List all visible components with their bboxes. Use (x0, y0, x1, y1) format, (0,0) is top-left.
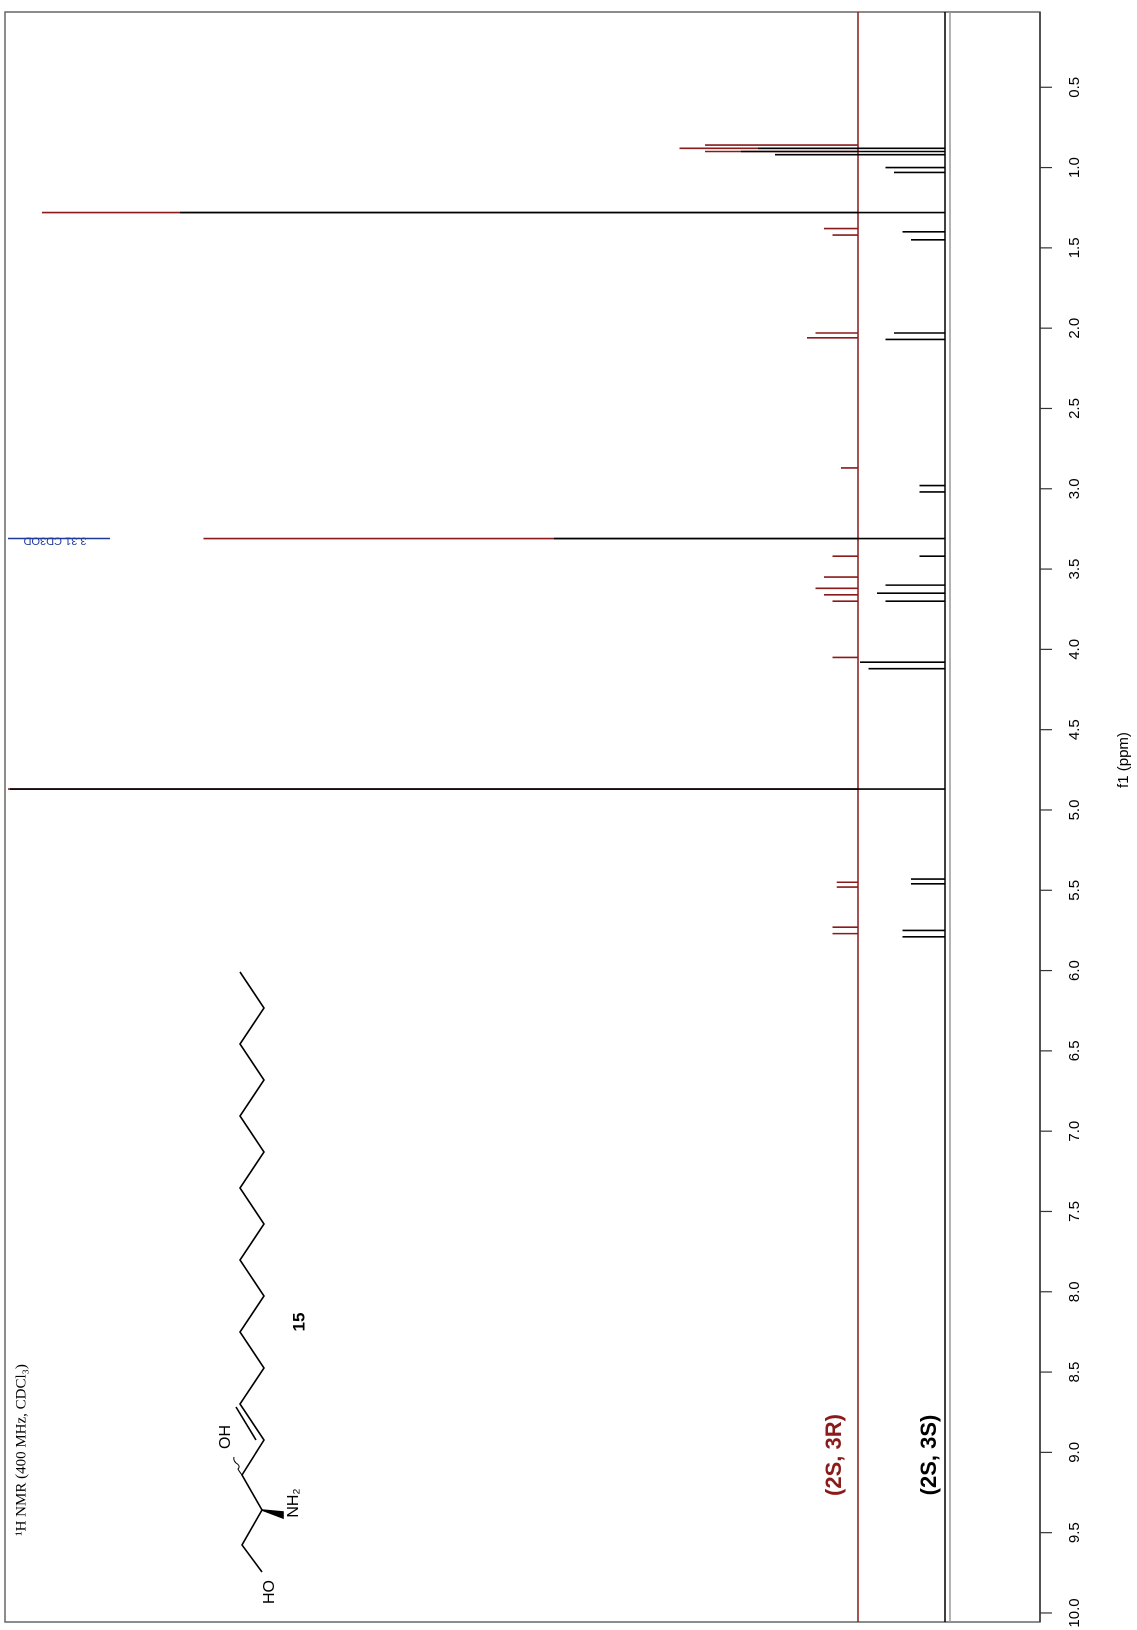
x-tick-label: 1.0 (1066, 157, 1083, 178)
x-axis-label: f1 (ppm) (1115, 732, 1132, 788)
x-tick-label: 4.0 (1066, 639, 1083, 660)
annotation: 3.31 CD3OD (23, 535, 86, 547)
chart-title: ¹H NMR (400 MHz, CDCl₃) (13, 1364, 29, 1536)
x-tick-label: 6.5 (1066, 1040, 1083, 1061)
x-tick-label: 9.0 (1066, 1442, 1083, 1463)
series-label: (2S, 3R) (821, 1414, 846, 1496)
structure-label: HO (261, 1580, 278, 1604)
frame (4, 11, 1041, 1623)
x-tick-label: 2.5 (1066, 398, 1083, 419)
x-tick-label: 5.0 (1066, 800, 1083, 821)
structure-label: OH (217, 1425, 234, 1449)
x-tick-label: 8.5 (1066, 1362, 1083, 1383)
x-tick-label: 8.0 (1066, 1281, 1083, 1302)
structure-label: NH₂ (285, 1488, 302, 1517)
x-tick-label: 7.0 (1066, 1121, 1083, 1142)
x-tick-label: 3.0 (1066, 478, 1083, 499)
x-tick-label: 7.5 (1066, 1201, 1083, 1222)
bond (239, 971, 265, 1573)
structure (233, 971, 284, 1573)
x-tick-label: 10.0 (1066, 1598, 1083, 1627)
x-tick-label: 6.0 (1066, 960, 1083, 981)
x-tick-label: 0.5 (1066, 77, 1083, 98)
x-tick-label: 4.5 (1066, 719, 1083, 740)
x-tick-label: 2.0 (1066, 318, 1083, 339)
x-tick-label: 9.5 (1066, 1522, 1083, 1543)
x-tick-label: 1.5 (1066, 237, 1083, 258)
wedge-bond (261, 1509, 284, 1520)
x-tick-label: 5.5 (1066, 880, 1083, 901)
x-tick-label: 3.5 (1066, 559, 1083, 580)
bond (235, 1406, 257, 1441)
wavy-bond (233, 1456, 243, 1476)
compound-number: 15 (289, 1313, 308, 1332)
series-label: (2S, 3S) (916, 1415, 941, 1496)
